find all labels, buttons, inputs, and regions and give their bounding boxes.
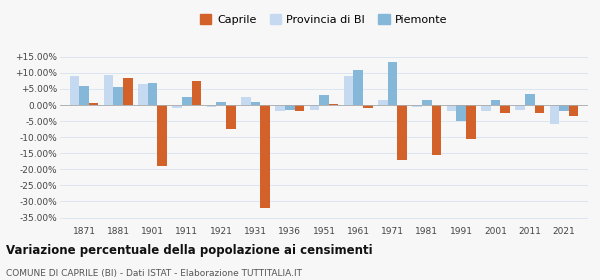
Bar [104,74,113,105]
Bar [491,100,500,105]
Bar [363,105,373,108]
Bar [182,97,191,105]
Bar [191,81,201,105]
Bar [457,105,466,121]
Bar [79,86,89,105]
Text: COMUNE DI CAPRILE (BI) - Dati ISTAT - Elaborazione TUTTITALIA.IT: COMUNE DI CAPRILE (BI) - Dati ISTAT - El… [6,269,302,278]
Bar [319,95,329,105]
Bar [500,105,510,113]
Bar [329,104,338,105]
Bar [535,105,544,113]
Legend: Caprile, Provincia di BI, Piemonte: Caprile, Provincia di BI, Piemonte [198,12,450,27]
Bar [447,105,457,111]
Bar [148,83,157,105]
Bar [172,105,182,108]
Bar [251,102,260,105]
Bar [89,103,98,105]
Bar [138,84,148,105]
Bar [123,78,133,105]
Bar [226,105,236,129]
Bar [515,105,525,110]
Bar [569,105,578,116]
Bar [481,105,491,111]
Bar [310,105,319,110]
Bar [559,105,569,111]
Bar [295,105,304,111]
Bar [525,94,535,105]
Bar [412,105,422,107]
Bar [113,87,123,105]
Bar [378,100,388,105]
Bar [431,105,441,155]
Bar [353,70,363,105]
Bar [388,62,397,105]
Bar [550,105,559,124]
Bar [217,102,226,105]
Bar [260,105,270,208]
Bar [241,97,251,105]
Text: Variazione percentuale della popolazione ai censimenti: Variazione percentuale della popolazione… [6,244,373,256]
Bar [70,76,79,105]
Bar [207,105,217,107]
Bar [466,105,476,139]
Bar [157,105,167,166]
Bar [344,76,353,105]
Bar [397,105,407,160]
Bar [275,105,285,111]
Bar [422,100,431,105]
Bar [285,105,295,110]
